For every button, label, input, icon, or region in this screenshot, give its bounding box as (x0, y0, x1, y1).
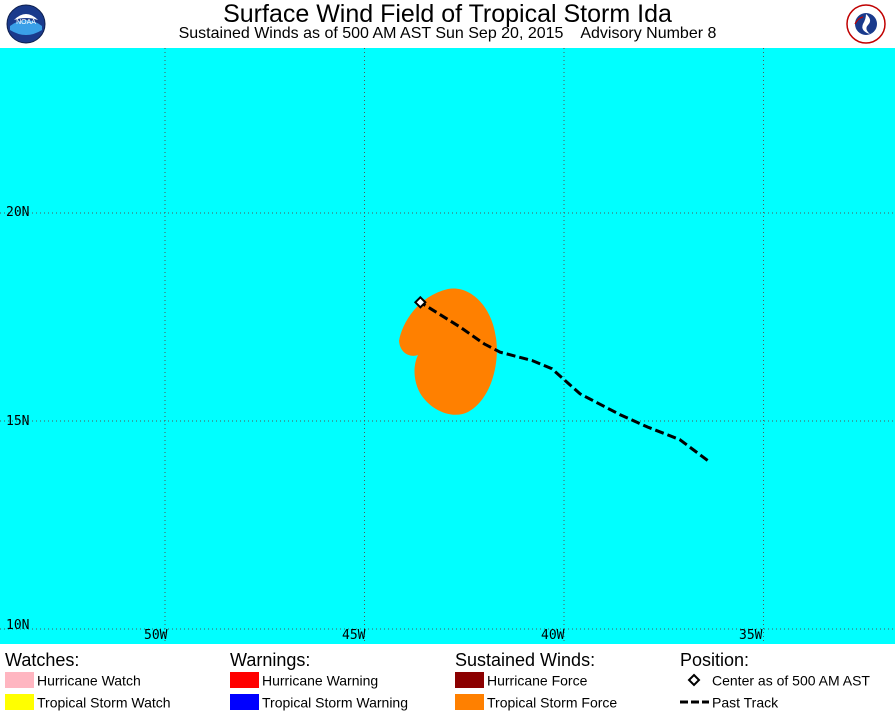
tropical-storm-warning-swatch (230, 694, 259, 711)
national-weather-service-logo-icon (846, 4, 886, 44)
longitude-label: 40W (541, 628, 565, 643)
svg-text:NOAA: NOAA (16, 19, 36, 26)
tropical-storm-watch-swatch (5, 694, 34, 711)
center-diamond (413, 295, 427, 309)
wind-field-map (0, 48, 895, 644)
subtitle-time: Sustained Winds as of 500 AM AST Sun Sep… (178, 25, 564, 42)
legend-winds-heading: Sustained Winds: (455, 650, 596, 670)
past-track-line (419, 301, 709, 462)
advisory-number: Advisory Number 8 (580, 25, 717, 42)
tropical-storm-force-wind-field (399, 288, 497, 415)
longitude-label: 45W (342, 628, 366, 643)
past-track-dash-icon (680, 700, 709, 704)
longitude-label: 50W (144, 628, 168, 643)
legend-past-track: Past Track (680, 693, 778, 711)
tropical-storm-force-swatch (455, 694, 484, 711)
noaa-logo-icon: NOAA (6, 4, 46, 44)
legend-center-position: Center as of 500 AM AST (680, 671, 870, 689)
map-subtitle: Sustained Winds as of 500 AM AST Sun Sep… (0, 25, 895, 43)
legend-hurricane-watch: Hurricane Watch (5, 671, 141, 689)
latitude-label: 10N (6, 618, 30, 633)
storm-center-icon (413, 295, 427, 309)
legend-tropical-storm-force: Tropical Storm Force (455, 693, 617, 711)
latitude-label: 15N (6, 414, 30, 429)
legend: Watches: Warnings: Sustained Winds: Posi… (0, 644, 895, 716)
subtitle-line: Sustained Winds as of 500 AM AST Sun Sep… (179, 25, 717, 42)
grid-lines (0, 48, 895, 644)
center-diamond-icon (687, 673, 701, 687)
legend-watches-heading: Watches: (5, 650, 80, 670)
legend-warnings-heading: Warnings: (230, 650, 311, 670)
legend-position-heading: Position: (680, 650, 750, 670)
hurricane-watch-swatch (5, 672, 34, 689)
legend-tropical-storm-warning: Tropical Storm Warning (230, 693, 408, 711)
legend-tropical-storm-watch: Tropical Storm Watch (5, 693, 171, 711)
hurricane-force-swatch (455, 672, 484, 689)
latitude-label: 20N (6, 205, 30, 220)
longitude-label: 35W (739, 628, 763, 643)
legend-hurricane-warning: Hurricane Warning (230, 671, 378, 689)
hurricane-warning-swatch (230, 672, 259, 689)
legend-hurricane-force: Hurricane Force (455, 671, 587, 689)
map-title: Surface Wind Field of Tropical Storm Ida (223, 0, 672, 28)
